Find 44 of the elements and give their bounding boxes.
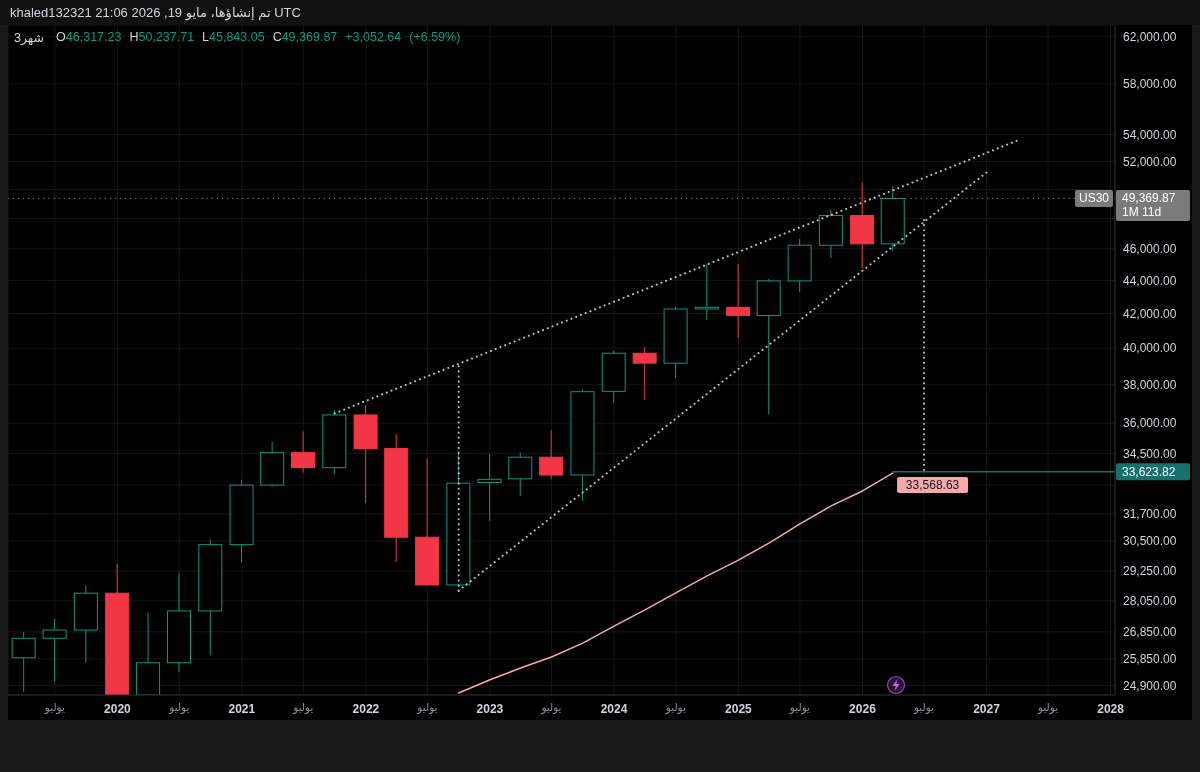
y-tick-label: 25,850.00 [1123,652,1177,667]
data-label: 33,623.82 [1122,464,1176,479]
x-tick-label: يوليو [1036,701,1059,715]
y-tick-label: 40,000.00 [1123,341,1177,356]
text: 1M 11d [1122,205,1162,220]
x-tick-label: يوليو [540,701,562,715]
y-tick-label: 30,500.00 [1123,534,1177,549]
x-tick-label: يوليو [416,701,438,715]
y-tick-label: 26,850.00 [1123,625,1177,640]
y-tick-label: 29,250.00 [1123,564,1177,579]
x-tick-label: 2025 [725,701,753,716]
text: 3شهر [14,30,45,45]
x-tick-label: يوليو [788,701,811,715]
y-tick-label: 58,000.00 [1123,77,1177,92]
text: O46,317.23 H50,237.71 L45,843.05 C49,369.87 +3,052.64 (+6.59%) [56,30,461,44]
x-tick-label: يوليو [43,701,66,715]
x-tick-label: 2027 [973,701,1001,716]
x-tick-label: 2024 [600,701,628,716]
y-tick-label: 54,000.00 [1123,127,1177,142]
text: khaled132321 تم إنشاؤها، مايو 19, 2026 21:06 UTC [10,5,301,20]
y-tick-label: 62,000.00 [1123,29,1177,44]
x-tick-label: 2022 [352,701,380,716]
ref-line-label: 49,369.87 [1122,191,1176,206]
x-tick-label: 2026 [849,701,877,716]
y-tick-label: 46,000.00 [1123,242,1177,257]
data-label: 33,568.63 [905,477,960,492]
x-tick-label: يوليو [664,701,687,715]
y-tick-label: 42,000.00 [1123,306,1177,321]
y-tick-label: 34,500.00 [1123,446,1177,461]
y-tick-label: 44,000.00 [1123,273,1177,288]
x-tick-label: 2028 [1097,701,1125,716]
x-tick-label: 2021 [228,701,256,716]
x-tick-label: 2020 [104,701,132,716]
y-tick-label: 24,900.00 [1123,678,1177,693]
x-tick-label: 2023 [476,701,504,716]
y-tick-label: 28,050.00 [1123,594,1177,609]
y-tick-label: 52,000.00 [1123,154,1177,169]
x-tick-label: يوليو [912,701,935,715]
y-tick-label: 36,000.00 [1123,416,1177,431]
y-tick-label: 31,700.00 [1123,506,1177,521]
x-tick-label: يوليو [168,701,190,715]
annotation: US30 [1078,191,1110,206]
x-tick-label: يوليو [292,701,314,715]
y-tick-label: 38,000.00 [1123,377,1177,392]
